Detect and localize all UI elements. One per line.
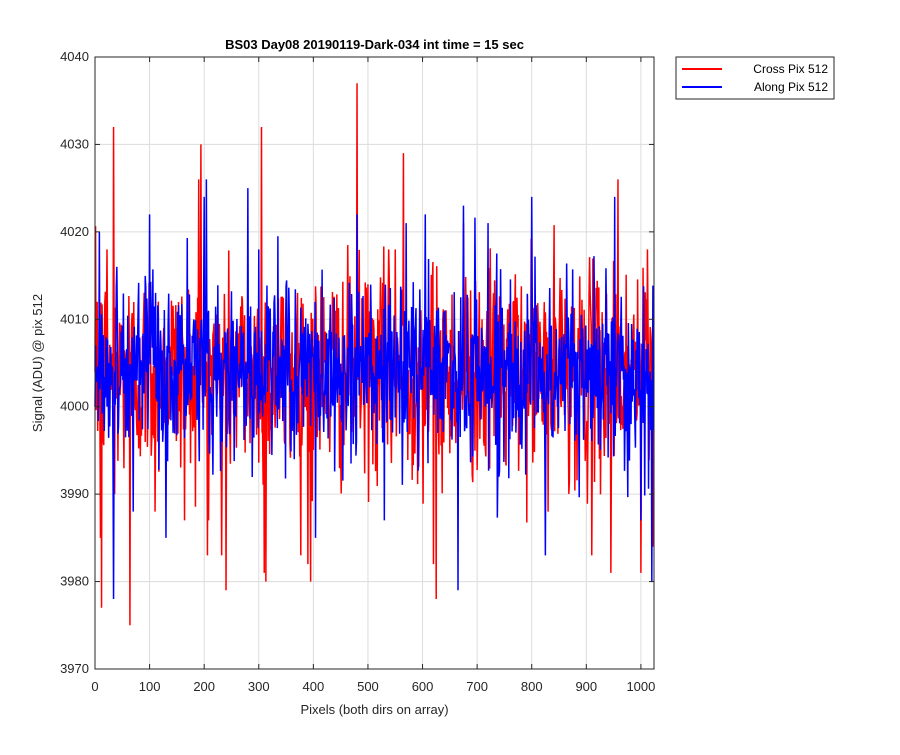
x-tick-label: 1000 [626,679,655,694]
legend-entry-cross-pix-512: Cross Pix 512 [753,62,828,76]
y-tick-label: 4010 [60,311,89,326]
x-tick-label: 400 [303,679,325,694]
legend-box [675,56,835,100]
series-layer [94,83,655,626]
y-tick-label: 3990 [60,486,89,501]
x-tick-label: 600 [412,679,434,694]
x-tick-label: 0 [91,679,98,694]
x-tick-label: 900 [575,679,597,694]
ticks: 0 100 200 300 400 500 600 700 800 900 1000 3970 3980… [60,49,655,694]
x-tick-label: 700 [466,679,488,694]
y-tick-label: 4000 [60,399,89,414]
legend-entry-along-pix-512: Along Pix 512 [754,80,828,94]
chart-title: BS03 Day08 20190119-Dark-034 int time = … [225,37,524,52]
x-tick-label: 200 [193,679,215,694]
y-tick-label: 4030 [60,136,89,151]
x-axis-label: Pixels (both dirs on array) [300,702,448,717]
y-tick-label: 4040 [60,49,89,64]
y-tick-label: 3970 [60,661,89,676]
y-axis-label: Signal (ADU) @ pix 512 [30,294,45,432]
series-line-along-pix-512 [94,179,655,600]
legend: Cross Pix 512 Along Pix 512 [675,56,835,100]
y-tick-label: 3980 [60,574,89,589]
x-tick-label: 500 [357,679,379,694]
x-tick-label: 300 [248,679,270,694]
x-tick-label: 800 [521,679,543,694]
x-tick-label: 100 [139,679,161,694]
y-tick-label: 4020 [60,224,89,239]
axes-box [94,56,655,670]
